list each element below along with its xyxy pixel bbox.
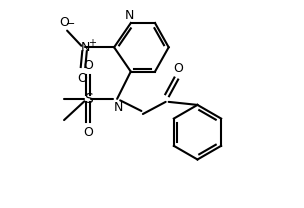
Text: O: O <box>83 59 93 72</box>
Text: O: O <box>77 72 87 85</box>
Text: −: − <box>66 19 75 29</box>
Text: N: N <box>114 101 123 114</box>
Text: O: O <box>173 62 183 75</box>
Text: N: N <box>125 9 134 21</box>
Text: O: O <box>60 16 70 28</box>
Text: N: N <box>81 41 90 54</box>
Text: +: + <box>88 38 96 48</box>
Text: S: S <box>84 92 93 106</box>
Text: O: O <box>83 126 93 139</box>
